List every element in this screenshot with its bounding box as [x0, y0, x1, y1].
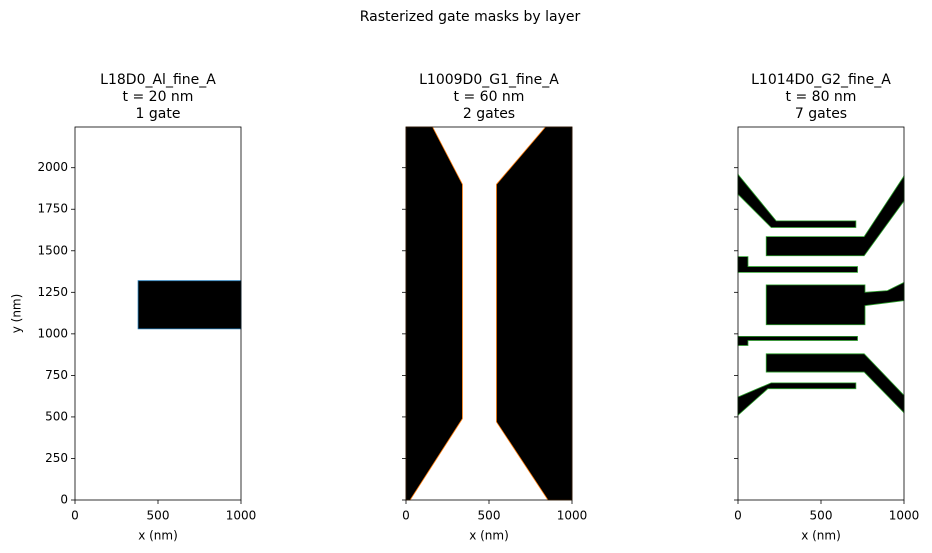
x-tick-label: 1000 — [889, 509, 920, 523]
y-tick-label: 500 — [45, 409, 68, 423]
x-tick-label: 0 — [734, 509, 742, 523]
x-tick-label: 500 — [810, 509, 833, 523]
y-tick-label: 1500 — [37, 243, 68, 257]
axes-title: L1009D0_G1_fine_A — [419, 72, 559, 88]
y-tick-label: 1250 — [37, 285, 68, 299]
x-tick-label: 500 — [147, 509, 170, 523]
x-tick-label: 1000 — [557, 509, 588, 523]
axes-title: L18D0_Al_fine_A — [100, 72, 216, 88]
y-tick-label: 250 — [45, 451, 68, 465]
gate-mask — [737, 335, 858, 346]
gate-mask — [765, 281, 905, 326]
axes-title: t = 80 nm — [786, 89, 857, 105]
y-tick-label: 1000 — [37, 326, 68, 340]
axes-title: L1014D0_G2_fine_A — [751, 72, 891, 88]
x-tick-label: 500 — [478, 509, 501, 523]
axes-title: t = 20 nm — [123, 89, 194, 105]
axes-title: 2 gates — [463, 106, 515, 122]
x-tick-label: 0 — [71, 509, 79, 523]
y-tick-label: 1750 — [37, 202, 68, 216]
x-axis-label: x (nm) — [469, 529, 509, 543]
x-axis-label: x (nm) — [138, 529, 178, 543]
axes-title: t = 60 nm — [454, 89, 525, 105]
gate-mask — [137, 280, 242, 330]
gate-mask — [765, 174, 905, 257]
gate-mask — [737, 382, 857, 417]
axes-title: 7 gates — [795, 106, 847, 122]
gate-mask — [405, 126, 463, 501]
y-axis-label: y (nm) — [10, 294, 24, 334]
x-tick-label: 1000 — [226, 509, 257, 523]
gate-mask — [737, 173, 857, 228]
figure-title: Rasterized gate masks by layer — [360, 9, 581, 25]
y-tick-label: 2000 — [37, 160, 68, 174]
gate-mask — [496, 126, 573, 501]
y-tick-label: 0 — [60, 493, 68, 507]
gate-mask — [737, 256, 858, 273]
y-tick-label: 750 — [45, 368, 68, 382]
axes-title: 1 gate — [136, 106, 181, 122]
x-axis-label: x (nm) — [801, 529, 841, 543]
x-tick-label: 0 — [402, 509, 410, 523]
